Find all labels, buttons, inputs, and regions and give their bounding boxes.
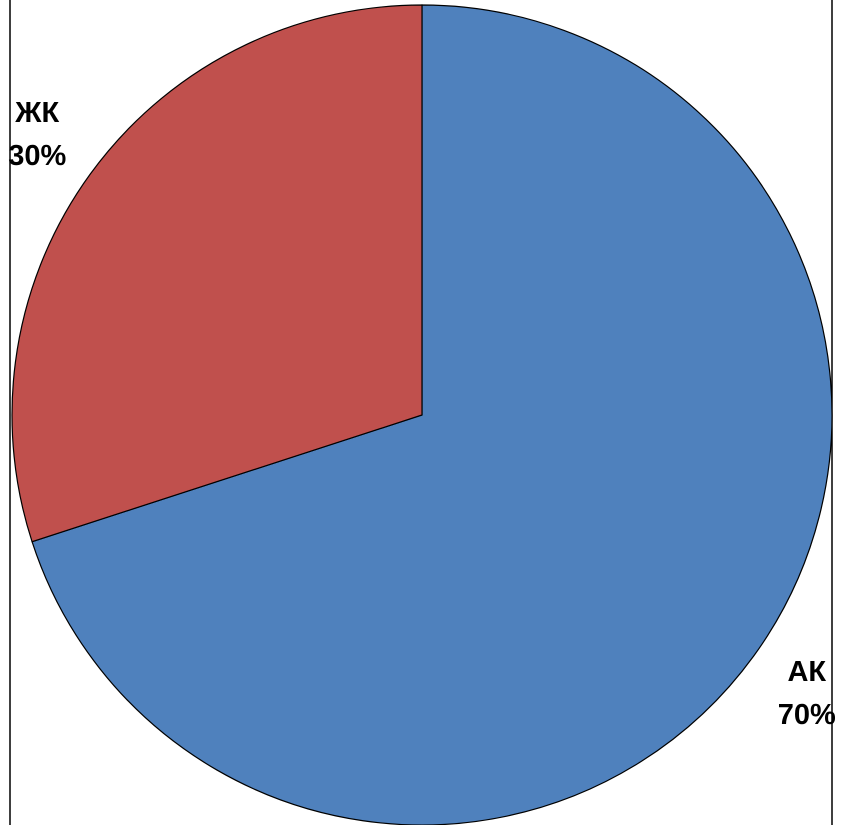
pie-slice [31, 4, 833, 825]
pie-slice [11, 4, 423, 543]
slice-value-label: 30% [8, 140, 66, 172]
slice-category-label: АК [787, 656, 826, 688]
slice-category-label: ЖК [14, 97, 59, 129]
slice-value-label: 70% [778, 699, 836, 731]
